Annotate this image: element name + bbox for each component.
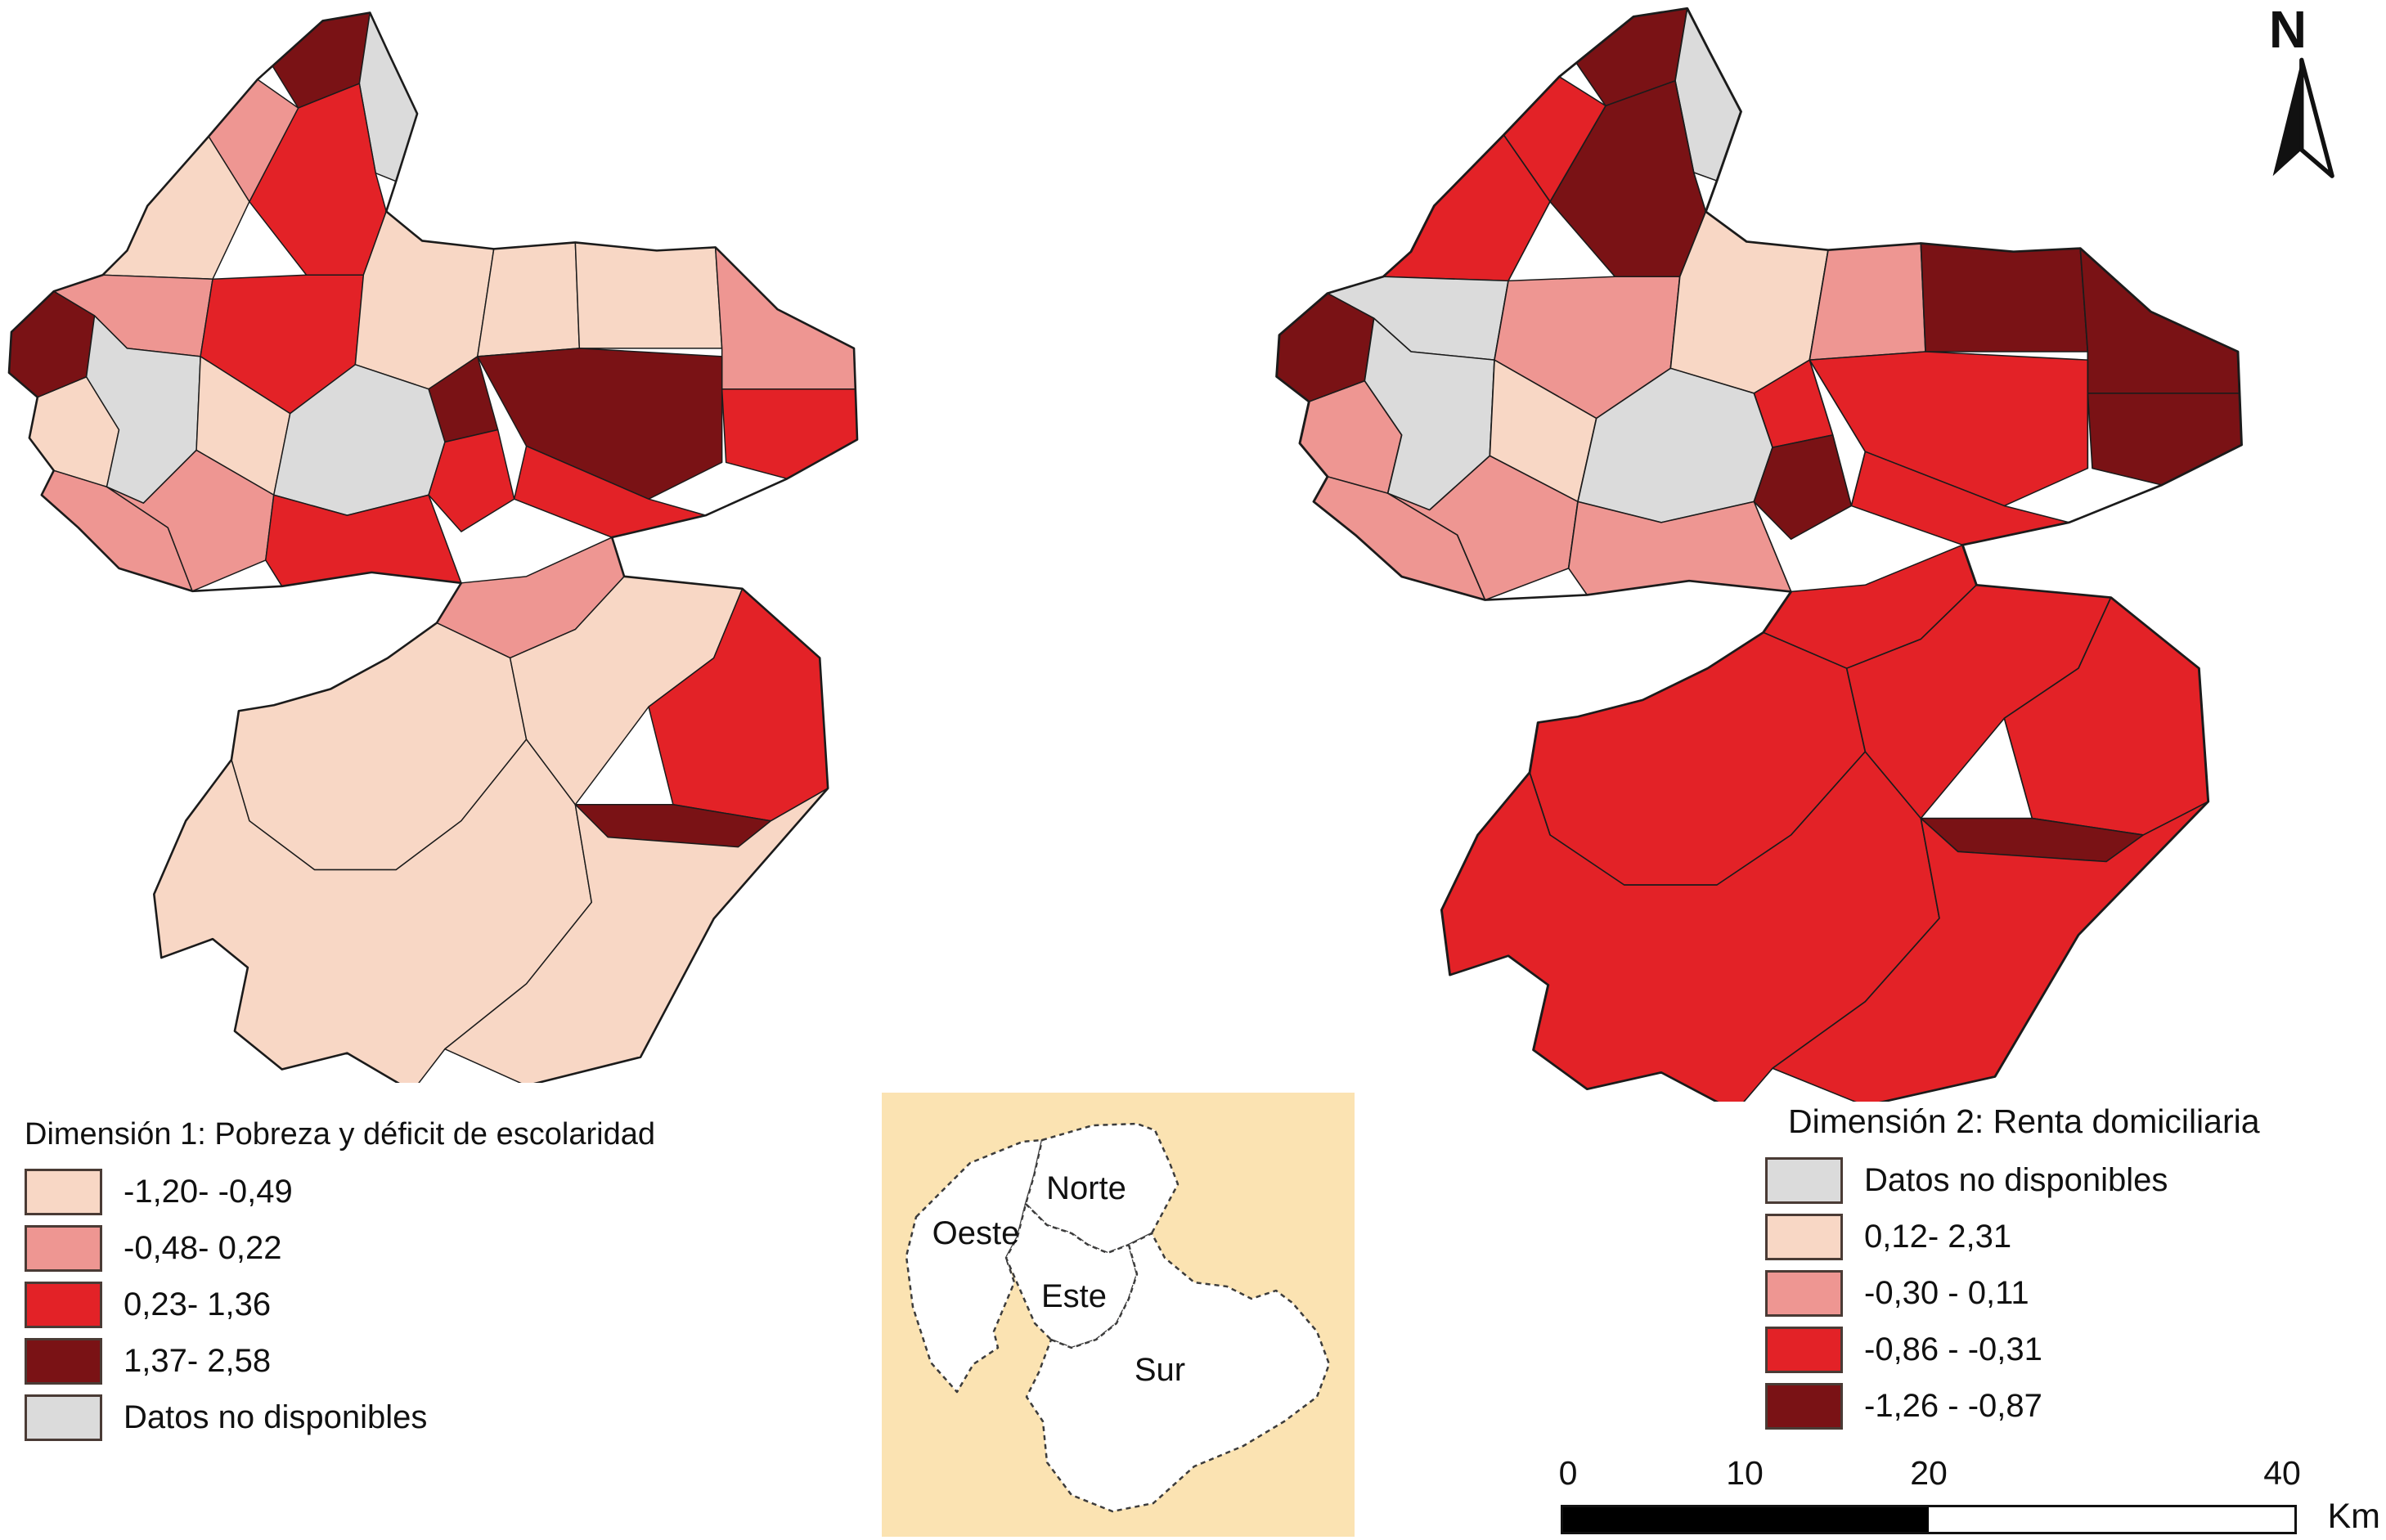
inset-svg: Norte Oeste Este Sur — [882, 1093, 1355, 1537]
scale-tick-0: 0 — [1558, 1454, 1578, 1492]
inset-label-sur: Sur — [1135, 1352, 1185, 1388]
legend-dimension-1-title: Dimensión 1: Pobreza y déficit de escola… — [25, 1117, 655, 1152]
legend-row: 0,23- 1,36 — [25, 1282, 655, 1328]
scale-tick-10: 10 — [1726, 1454, 1764, 1492]
legend-label: -1,26 - -0,87 — [1864, 1388, 2042, 1424]
legend-swatch-q4 — [1765, 1383, 1843, 1430]
city-outline — [7, 11, 859, 1083]
scale-bar: 0 10 20 40 Km — [1558, 1454, 2380, 1536]
district-a5 — [477, 348, 723, 500]
legend-label: -0,48- 0,22 — [124, 1230, 282, 1266]
legend-label: Datos no disponibles — [124, 1399, 428, 1435]
legend-row: -1,20- -0,49 — [25, 1169, 655, 1215]
scale-bar-unit: Km — [2327, 1497, 2381, 1536]
legend-label: -0,86 - -0,31 — [1864, 1331, 2042, 1367]
legend-label: 0,23- 1,36 — [124, 1286, 272, 1322]
legend-row: 1,37- 2,58 — [25, 1338, 655, 1385]
legend-swatch-q3 — [25, 1282, 102, 1328]
district-a4 — [2087, 393, 2242, 486]
legend-dimension-1: Dimensión 1: Pobreza y déficit de escola… — [25, 1117, 655, 1451]
legend-swatch-q1 — [1765, 1214, 1843, 1260]
inset-label-oeste: Oeste — [932, 1215, 1020, 1251]
scale-tick-40: 40 — [2263, 1454, 2301, 1492]
scale-tick-20: 20 — [1910, 1454, 1948, 1492]
scale-bar-filled-half — [1563, 1507, 1929, 1532]
north-label: N — [2268, 0, 2307, 59]
inset-label-norte: Norte — [1046, 1170, 1126, 1206]
legend-row: -1,26 - -0,87 — [1765, 1383, 2260, 1430]
legend-swatch-nodata — [1765, 1157, 1843, 1204]
legend-label: -0,30 - 0,11 — [1864, 1275, 2029, 1311]
north-arrow: N — [2243, 3, 2366, 191]
legend-row: 0,12- 2,31 — [1765, 1214, 2260, 1260]
legend-row: -0,48- 0,22 — [25, 1225, 655, 1272]
legend-row: Datos no disponibles — [1765, 1157, 2260, 1204]
legend-dimension-2-title: Dimensión 2: Renta domiciliaria — [1788, 1102, 2260, 1140]
inset-overview-map: Norte Oeste Este Sur — [882, 1093, 1355, 1537]
scale-bar-ticks: 0 10 20 40 — [1558, 1454, 2301, 1493]
legend-row: Datos no disponibles — [25, 1394, 655, 1441]
district-a4 — [721, 388, 858, 480]
city-outline — [1275, 7, 2243, 1102]
map-dim1-svg — [7, 11, 859, 1083]
legend-dimension-1-rows: -1,20- -0,49 -0,48- 0,22 0,23- 1,36 1,37- 2… — [25, 1169, 655, 1441]
legend-row: -0,30 - 0,11 — [1765, 1270, 2260, 1317]
legend-swatch-q2 — [25, 1225, 102, 1272]
inset-region-sur — [1025, 1232, 1331, 1513]
legend-label: 0,12- 2,31 — [1864, 1219, 2012, 1255]
district-b18 — [428, 429, 515, 532]
inset-region-oeste — [905, 1138, 1044, 1394]
district-a1 — [1809, 242, 1926, 361]
legend-dimension-2: Dimensión 2: Renta domiciliaria Datos no… — [1765, 1102, 2260, 1439]
scale-bar-rule: Km — [1561, 1497, 2380, 1536]
legend-label: -1,20- -0,49 — [124, 1174, 293, 1210]
legend-label: Datos no disponibles — [1864, 1162, 2168, 1198]
district-b18 — [1753, 434, 1853, 540]
map-dim2-svg — [1275, 7, 2243, 1102]
legend-swatch-q1 — [25, 1169, 102, 1215]
district-a1 — [477, 241, 581, 357]
legend-label: 1,37- 2,58 — [124, 1343, 272, 1379]
legend-dimension-2-rows: Datos no disponibles 0,12- 2,31 -0,30 - 0,… — [1765, 1157, 2260, 1430]
map-dimension-1 — [5, 5, 860, 1083]
legend-swatch-q2 — [1765, 1270, 1843, 1317]
legend-row: -0,86 - -0,31 — [1765, 1327, 2260, 1373]
legend-swatch-nodata — [25, 1394, 102, 1441]
map-dimension-2 — [1272, 2, 2245, 1102]
district-a2 — [574, 241, 723, 349]
district-a2 — [1920, 242, 2089, 352]
legend-swatch-q4 — [25, 1338, 102, 1385]
north-arrow-icon — [2272, 57, 2334, 178]
district-a5 — [1809, 351, 2089, 507]
legend-swatch-q3 — [1765, 1327, 1843, 1373]
inset-label-este: Este — [1041, 1278, 1107, 1314]
